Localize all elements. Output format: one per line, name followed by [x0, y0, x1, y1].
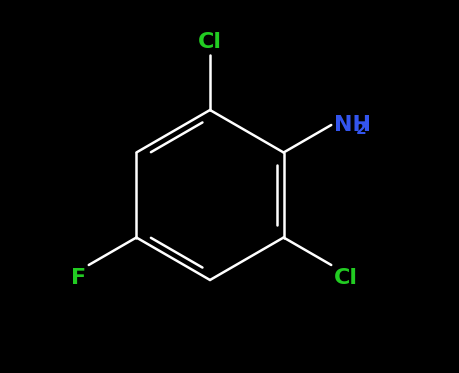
Text: Cl: Cl [197, 32, 222, 52]
Text: F: F [71, 268, 85, 288]
Text: 2: 2 [355, 122, 366, 138]
Text: NH: NH [334, 115, 370, 135]
Text: Cl: Cl [334, 268, 358, 288]
